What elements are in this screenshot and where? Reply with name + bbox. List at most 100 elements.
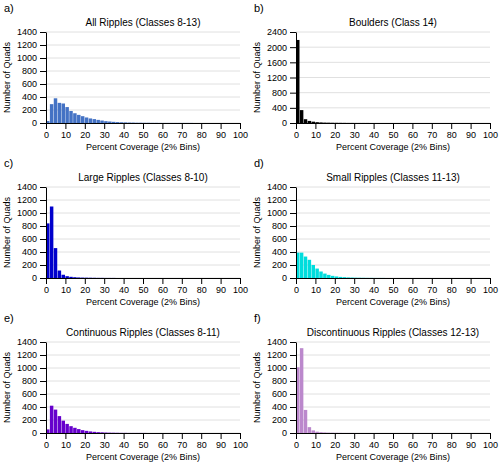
- bar: [315, 432, 318, 433]
- x-tick: 0: [44, 433, 49, 450]
- bar: [343, 277, 346, 278]
- grid: [296, 32, 490, 123]
- x-tick-mark: [124, 433, 125, 439]
- bar: [131, 278, 134, 279]
- x-tick-label: 70: [177, 440, 187, 450]
- grid-line: [46, 97, 240, 98]
- grid-line: [296, 407, 490, 408]
- bar: [162, 433, 165, 434]
- bar: [315, 122, 318, 123]
- grid: [46, 342, 240, 433]
- y-tick-label: 400: [272, 103, 287, 113]
- y-tick: 1200: [267, 195, 296, 205]
- y-tick-mark: [290, 433, 296, 434]
- y-tick: 0: [282, 428, 296, 438]
- y-tick-mark: [290, 226, 296, 227]
- x-tick-label: 0: [294, 130, 299, 140]
- bar: [197, 278, 200, 279]
- grid-line: [296, 107, 490, 108]
- bar: [397, 278, 400, 279]
- x-tick-mark: [46, 278, 47, 284]
- x-tick-mark: [490, 433, 491, 439]
- x-tick: 50: [138, 278, 148, 295]
- grid-line: [296, 355, 490, 356]
- bar: [401, 278, 404, 279]
- x-tick-label: 90: [216, 440, 226, 450]
- bar: [381, 123, 384, 124]
- bar: [335, 122, 338, 123]
- bar: [197, 123, 200, 124]
- bar: [85, 117, 88, 123]
- subplot: 0102030405060708090100020040060080010001…: [2, 312, 248, 462]
- y-tick-label: 0: [32, 428, 37, 438]
- bar: [93, 119, 96, 123]
- bar: [424, 123, 427, 124]
- y-tick: 400: [22, 247, 46, 257]
- x-tick-mark: [182, 278, 183, 284]
- bar: [304, 257, 307, 278]
- y-axis-line: [296, 33, 297, 124]
- bar: [182, 433, 185, 434]
- grid-line: [296, 77, 490, 78]
- y-tick-label: 400: [272, 247, 287, 257]
- bar: [467, 278, 470, 279]
- x-tick-mark: [471, 123, 472, 129]
- x-tick-mark: [393, 278, 394, 284]
- bar: [120, 122, 123, 123]
- title: All Ripples (Classes 8-13): [85, 17, 200, 28]
- bar: [362, 122, 365, 123]
- bar: [236, 278, 239, 279]
- x-tick-mark: [124, 278, 125, 284]
- y-tick-mark: [290, 252, 296, 253]
- bar: [389, 433, 392, 434]
- bar: [366, 433, 369, 434]
- bar: [374, 433, 377, 434]
- x-axis: 0102030405060708090100: [44, 433, 248, 450]
- y-tick-label: 400: [22, 402, 37, 412]
- bar: [217, 123, 220, 124]
- bar: [424, 278, 427, 279]
- bar: [339, 122, 342, 123]
- y-tick: 0: [282, 273, 296, 283]
- bar: [166, 122, 169, 123]
- x-tick-mark: [374, 123, 375, 129]
- x-tick-label: 80: [197, 440, 207, 450]
- x-tick: 100: [233, 433, 248, 450]
- y-tick-mark: [40, 123, 46, 124]
- bar: [201, 123, 204, 124]
- y-tick-mark: [290, 278, 296, 279]
- x-tick-label: 70: [177, 285, 187, 295]
- y-tick: 1000: [267, 363, 296, 373]
- bar: [170, 433, 173, 434]
- y-axis-label: Number of Quads: [252, 196, 262, 268]
- bar: [393, 433, 396, 434]
- y-tick-mark: [290, 342, 296, 343]
- bar: [308, 260, 311, 278]
- bar: [151, 122, 154, 123]
- bar: [89, 118, 92, 123]
- bar: [482, 123, 485, 124]
- y-tick-mark: [40, 45, 46, 46]
- y-tick-mark: [290, 368, 296, 369]
- x-tick-mark: [315, 278, 316, 284]
- bar: [409, 278, 412, 279]
- grid-line: [46, 265, 240, 266]
- x-tick-mark: [335, 123, 336, 129]
- x-tick-mark: [240, 433, 241, 439]
- x-tick-mark: [296, 433, 297, 439]
- grid-line: [46, 84, 240, 85]
- x-tick-label: 0: [44, 285, 49, 295]
- bar: [205, 278, 208, 279]
- bar: [224, 278, 227, 279]
- panel-label: f): [254, 312, 261, 324]
- y-tick-mark: [290, 200, 296, 201]
- bar: [104, 277, 107, 278]
- x-tick-label: 90: [216, 285, 226, 295]
- bar: [350, 432, 353, 433]
- plot-area: 0102030405060708090100020040060080010001…: [2, 17, 248, 152]
- x-tick-label: 60: [158, 285, 168, 295]
- bar: [370, 433, 373, 434]
- x-tick-label: 80: [447, 285, 457, 295]
- y-tick-label: 1200: [267, 195, 287, 205]
- bars: [296, 40, 369, 123]
